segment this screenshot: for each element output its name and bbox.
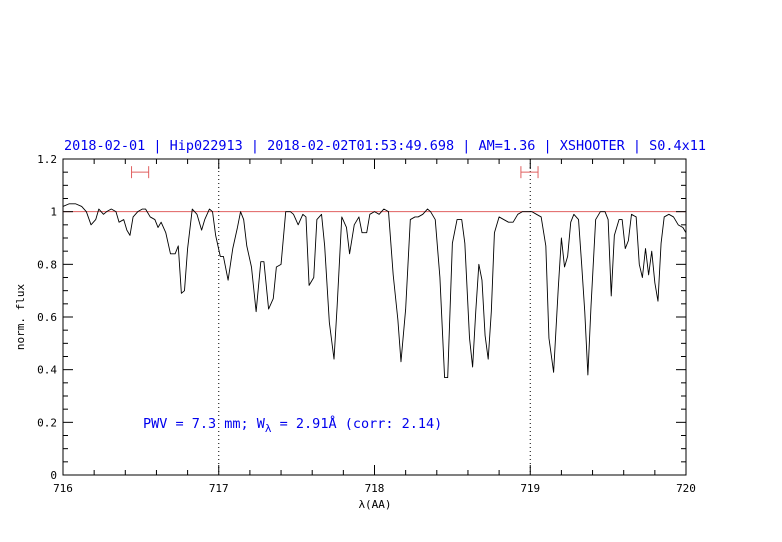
x-tick-label: 720 (676, 482, 696, 495)
y-tick-label: 0.6 (37, 311, 57, 324)
y-tick-label: 0 (50, 469, 57, 482)
x-axis-label: λ(AA) (358, 498, 391, 511)
annotation-suffix: = 2.91Å (corr: 2.14) (272, 415, 443, 432)
x-tick-label: 719 (520, 482, 540, 495)
y-axis-label: norm. flux (14, 284, 27, 351)
spectrum-line (62, 203, 687, 379)
annotation-prefix: PWV = 7.3 mm; W (143, 416, 266, 432)
y-tick-label: 1.2 (37, 153, 57, 166)
plot-area: 716 717 718 719 720 0 0.2 0.4 0.6 0.8 1 1.2 (37, 153, 696, 495)
annotation-subscript: λ (265, 422, 272, 435)
x-tick-label: 717 (209, 482, 229, 495)
pwv-annotation: PWV = 7.3 mm; Wλ = 2.91Å (corr: 2.14) (143, 415, 442, 435)
window-marker (131, 166, 150, 179)
chart-title: 2018-02-01 | Hip022913 | 2018-02-02T01:5… (64, 138, 706, 154)
y-tick-label: 0.4 (37, 364, 57, 377)
y-tick-label: 0.8 (37, 258, 57, 271)
x-tick-label: 718 (365, 482, 385, 495)
window-marker (520, 166, 539, 179)
x-tick-label: 716 (53, 482, 73, 495)
y-tick-label: 1 (50, 206, 57, 219)
y-tick-label: 0.2 (37, 416, 57, 429)
